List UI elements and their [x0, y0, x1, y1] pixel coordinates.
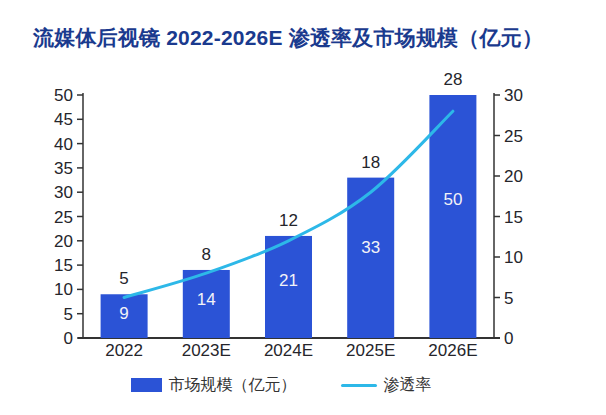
- x-axis-category-label: 2026E: [428, 341, 477, 360]
- bar-value-label: 50: [443, 190, 462, 209]
- bar-market-size: [429, 95, 476, 338]
- line-value-label: 18: [361, 153, 380, 172]
- left-axis-tick-label: 0: [64, 329, 73, 348]
- left-axis-tick-label: 35: [54, 159, 73, 178]
- left-axis-tick-label: 50: [54, 86, 73, 105]
- chart-legend: 市场规模（亿元） 渗透率: [0, 370, 584, 400]
- legend-item-market-size: 市场规模（亿元）: [131, 375, 297, 396]
- right-axis-tick-label: 15: [504, 208, 523, 227]
- x-axis-category-label: 2022: [105, 341, 143, 360]
- bar-value-label: 14: [197, 290, 216, 309]
- left-axis-tick-label: 5: [64, 305, 73, 324]
- x-axis-category-label: 2025E: [346, 341, 395, 360]
- left-axis-tick-label: 30: [54, 183, 73, 202]
- legend-item-penetration: 渗透率: [341, 375, 432, 396]
- line-value-label: 5: [119, 269, 128, 288]
- left-axis-tick-label: 10: [54, 280, 73, 299]
- right-axis-tick-label: 20: [504, 167, 523, 186]
- line-value-label: 12: [279, 211, 298, 230]
- line-swatch-icon: [341, 384, 377, 387]
- left-axis-tick-label: 25: [54, 208, 73, 227]
- bar-value-label: 21: [279, 271, 298, 290]
- left-axis-tick-label: 45: [54, 110, 73, 129]
- left-axis-tick-label: 15: [54, 256, 73, 275]
- legend-label-market-size: 市场规模（亿元）: [169, 375, 297, 396]
- chart-canvas: 0 5 10 15 20 25 30 35 40 45 50 0 5 10 15 20 25 30 2022 2023…: [0, 0, 606, 415]
- right-axis-tick-label: 30: [504, 86, 523, 105]
- left-axis-tick-label: 20: [54, 232, 73, 251]
- bar-swatch-icon: [131, 378, 162, 392]
- bar-value-label: 9: [119, 304, 128, 323]
- bar-market-size: [347, 178, 394, 338]
- x-axis-category-label: 2023E: [182, 341, 231, 360]
- x-axis-category-label: 2024E: [264, 341, 313, 360]
- chart-page: 流媒体后视镜 2022-2026E 渗透率及市场规模（亿元） 051015202…: [0, 0, 606, 415]
- right-axis-tick-label: 0: [504, 329, 513, 348]
- right-axis-tick-label: 5: [504, 289, 513, 308]
- line-value-label: 28: [443, 70, 462, 89]
- legend-label-penetration: 渗透率: [384, 375, 432, 396]
- right-axis-tick-label: 10: [504, 248, 523, 267]
- right-axis-tick-label: 25: [504, 127, 523, 146]
- bar-value-label: 33: [361, 238, 380, 257]
- left-axis-tick-label: 40: [54, 135, 73, 154]
- line-value-label: 8: [202, 245, 211, 264]
